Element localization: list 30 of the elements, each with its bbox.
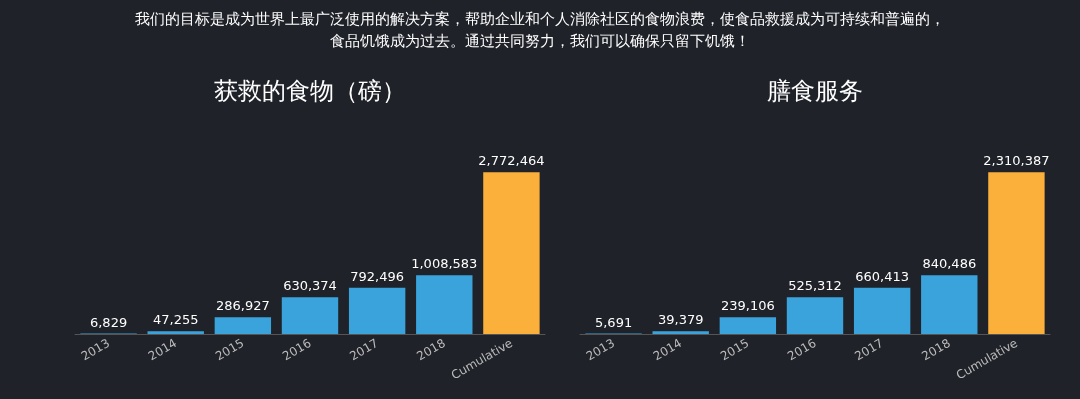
- bar: [719, 317, 777, 334]
- bar: [483, 172, 540, 334]
- data-label: 1,008,583: [411, 256, 478, 272]
- data-label: 840,486: [922, 256, 977, 272]
- data-label: 2,772,464: [478, 153, 545, 169]
- chart-title: 膳食服务: [767, 77, 863, 105]
- data-label: 630,374: [283, 278, 337, 294]
- data-label: 286,927: [215, 298, 270, 314]
- bar: [214, 317, 272, 334]
- chart-title: 获救的食物（磅）: [214, 77, 406, 105]
- bar: [281, 297, 339, 334]
- data-label: 39,379: [657, 312, 704, 328]
- data-label: 239,106: [720, 298, 775, 314]
- bar: [348, 287, 406, 334]
- data-label: 5,691: [594, 314, 633, 330]
- bar: [988, 172, 1045, 334]
- data-label: 2,310,387: [983, 153, 1050, 169]
- bar: [652, 331, 709, 334]
- bar: [853, 287, 911, 334]
- data-label: 660,413: [855, 268, 910, 284]
- data-label: 6,829: [89, 314, 128, 330]
- data-label: 47,255: [152, 312, 199, 328]
- bar: [416, 275, 473, 334]
- text: 食品饥饿成为过去。通过共同努力，我们可以确保只留下饥饿！: [329, 31, 751, 52]
- bar: [921, 275, 978, 334]
- data-label: 525,312: [788, 278, 842, 294]
- bar: [786, 297, 844, 334]
- data-label: 792,496: [350, 268, 405, 284]
- bar: [147, 331, 204, 334]
- text: 我们的目标是成为世界上最广泛使用的解决方案，帮助企业和个人消除社区的食物浪费，使食品救援成为可持续和普遍的，: [134, 9, 946, 30]
